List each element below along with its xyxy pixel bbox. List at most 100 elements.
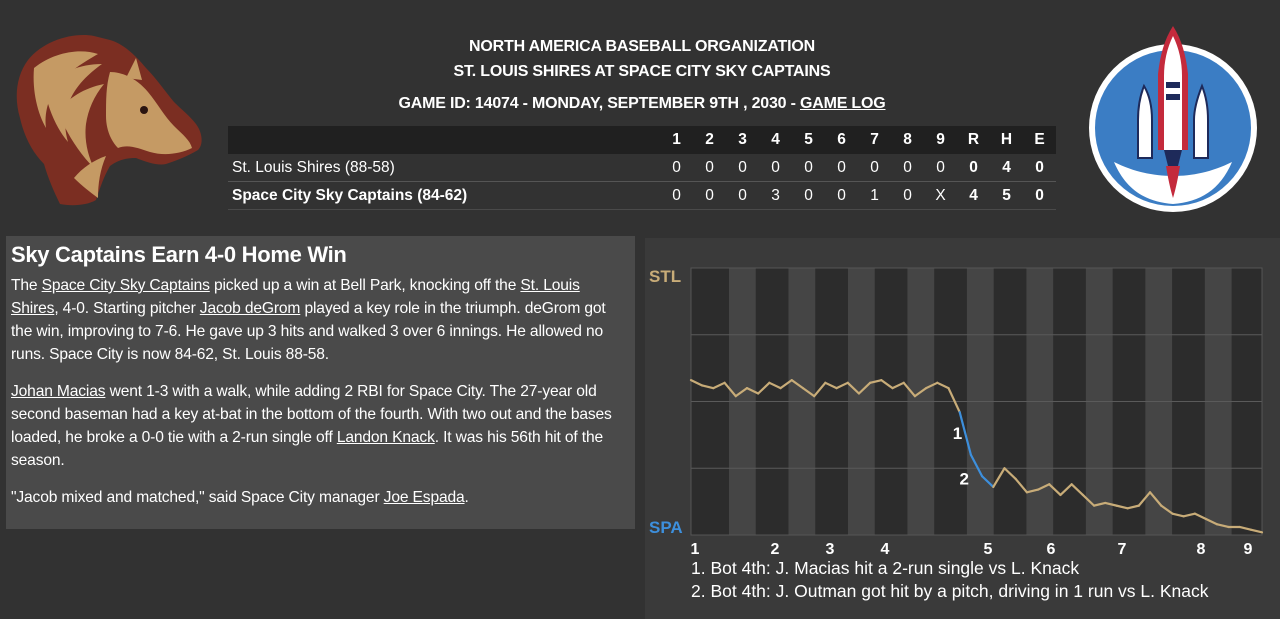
win-prob-segment: [869, 379, 883, 384]
away-inning-9: 0: [924, 154, 957, 182]
win-probability-svg: STL SPA 1 2 3 4 5 6 7 8 9 1 2: [649, 267, 1264, 558]
away-inning-7: 0: [858, 154, 891, 182]
manager-link[interactable]: Joe Espada: [383, 489, 465, 506]
chart-note-1: 1. Bot 4th: J. Macias hit a 2-run single…: [691, 558, 1080, 578]
win-prob-segment: [857, 381, 872, 395]
stl-axis-label: STL: [649, 267, 681, 286]
inning-9-header: 9: [924, 126, 957, 154]
x-tick-label: 7: [1118, 541, 1127, 558]
away-inning-3: 0: [726, 154, 759, 182]
away-inning-5: 0: [792, 154, 825, 182]
win-prob-segment: [1036, 483, 1051, 491]
win-prob-segment: [958, 411, 973, 456]
home-inning-5: 0: [792, 181, 825, 210]
home-team-name: Space City Sky Captains (84-62): [228, 181, 660, 210]
away-inning-1: 0: [660, 154, 693, 182]
win-prob-segment: [779, 379, 793, 390]
home-inning-3: 0: [726, 181, 759, 210]
win-prob-segment: [1171, 512, 1185, 518]
away-runs: 0: [957, 154, 990, 182]
x-tick-label: 5: [984, 541, 993, 558]
runs-header: R: [957, 126, 990, 154]
win-prob-segment: [1059, 483, 1073, 497]
away-inning-6: 0: [825, 154, 858, 182]
win-prob-segment: [891, 381, 905, 390]
home-inning-7: 1: [858, 181, 891, 210]
away-hits: 4: [990, 154, 1023, 182]
win-prob-segment: [1193, 512, 1208, 521]
x-tick-label: 6: [1047, 541, 1056, 558]
recap-paragraph-2: Johan Macias went 1-3 with a walk, while…: [11, 380, 630, 472]
recap-text: went 1-3 with a walk, while adding 2 RBI…: [11, 383, 612, 446]
inning-1-header: 1: [660, 126, 693, 154]
box-score-header-row: 1 2 3 4 5 6 7 8 9 R H E: [228, 126, 1056, 154]
win-prob-segment: [1204, 517, 1219, 526]
home-inning-2: 0: [693, 181, 726, 210]
win-prob-segment: [1104, 501, 1118, 507]
win-prob-segment: [1014, 477, 1028, 494]
win-prob-segment: [913, 387, 928, 398]
home-errors: 0: [1023, 181, 1056, 210]
game-log-link[interactable]: GAME LOG: [799, 95, 886, 112]
win-prob-segment: [1081, 493, 1096, 507]
chart-notes: 1. Bot 4th: J. Macias hit a 2-run single…: [691, 557, 1209, 603]
win-prob-segment: [712, 381, 726, 390]
league-title: NORTH AMERICA BASEBALL ORGANIZATION: [469, 38, 815, 55]
win-prob-segment: [768, 381, 782, 390]
recap-text: The: [11, 277, 42, 294]
x-tick-label: 9: [1244, 541, 1253, 558]
x-tick-label: 4: [881, 541, 890, 558]
win-prob-segment: [1048, 483, 1062, 497]
win-prob-segment: [1216, 523, 1230, 529]
game-recap-panel: Sky Captains Earn 4-0 Home Win The Space…: [6, 236, 635, 529]
win-prob-segment: [1126, 504, 1140, 510]
pitcher-link[interactable]: Jacob deGrom: [199, 300, 301, 317]
win-prob-segment: [1092, 501, 1107, 507]
win-prob-segment: [790, 379, 805, 390]
win-probability-chart: STL SPA 1 2 3 4 5 6 7 8 9 1 2 1. Bot 4th: J. Macias …: [645, 238, 1280, 619]
recap-paragraph-1: The Space City Sky Captains picked up a …: [11, 274, 630, 366]
inning-6-header: 6: [825, 126, 858, 154]
inning-3-header: 3: [726, 126, 759, 154]
x-tick-label: 8: [1197, 541, 1206, 558]
win-prob-segment: [1148, 491, 1163, 507]
win-prob-segment: [1160, 504, 1174, 515]
team-column-header: [228, 126, 660, 154]
home-inning-6: 0: [825, 181, 858, 210]
game-header: NORTH AMERICA BASEBALL ORGANIZATION ST. …: [228, 34, 1056, 116]
home-team-row: Space City Sky Captains (84-62) 0 0 0 3 …: [228, 181, 1056, 210]
win-prob-segment: [757, 381, 771, 395]
away-errors: 0: [1023, 154, 1056, 182]
win-prob-segment: [1115, 504, 1129, 510]
x-tick-label: 1: [691, 541, 700, 558]
win-prob-segment: [1070, 483, 1084, 497]
spa-axis-label: SPA: [649, 518, 683, 537]
win-prob-segment: [734, 387, 749, 398]
box-score-table: 1 2 3 4 5 6 7 8 9 R H E St. Louis Shires…: [228, 126, 1056, 210]
recap-text: . It was his 56th hit of the season.: [11, 429, 604, 469]
away-team-name: St. Louis Shires (88-58): [228, 154, 660, 182]
win-prob-segment: [701, 384, 715, 390]
win-prob-segment: [980, 475, 995, 489]
win-prob-segment: [689, 379, 704, 387]
batter-link[interactable]: Johan Macias: [11, 383, 106, 400]
win-prob-segment: [1182, 512, 1196, 518]
plot-border: [690, 267, 1263, 536]
away-team-link[interactable]: St. Louis Shires: [11, 277, 580, 317]
inning-5-header: 5: [792, 126, 825, 154]
event-marker-label: 1: [953, 424, 962, 443]
home-inning-1: 0: [660, 181, 693, 210]
opposing-pitcher-link[interactable]: Landon Knack: [336, 429, 435, 446]
win-prob-segment: [801, 387, 816, 398]
recap-paragraph-3: "Jacob mixed and matched," said Space Ci…: [11, 486, 630, 509]
win-prob-segment: [745, 387, 760, 395]
inning-8-header: 8: [891, 126, 924, 154]
chart-note-2: 2. Bot 4th: J. Outman got hit by a pitch…: [691, 581, 1209, 601]
win-prob-segment: [824, 381, 838, 390]
horse-head-logo: [16, 35, 202, 206]
win-prob-segment: [1249, 528, 1264, 534]
home-team-link[interactable]: Space City Sky Captains: [41, 277, 210, 294]
errors-header: E: [1023, 126, 1056, 154]
win-prob-segment: [902, 381, 917, 398]
win-prob-segment: [813, 381, 827, 398]
